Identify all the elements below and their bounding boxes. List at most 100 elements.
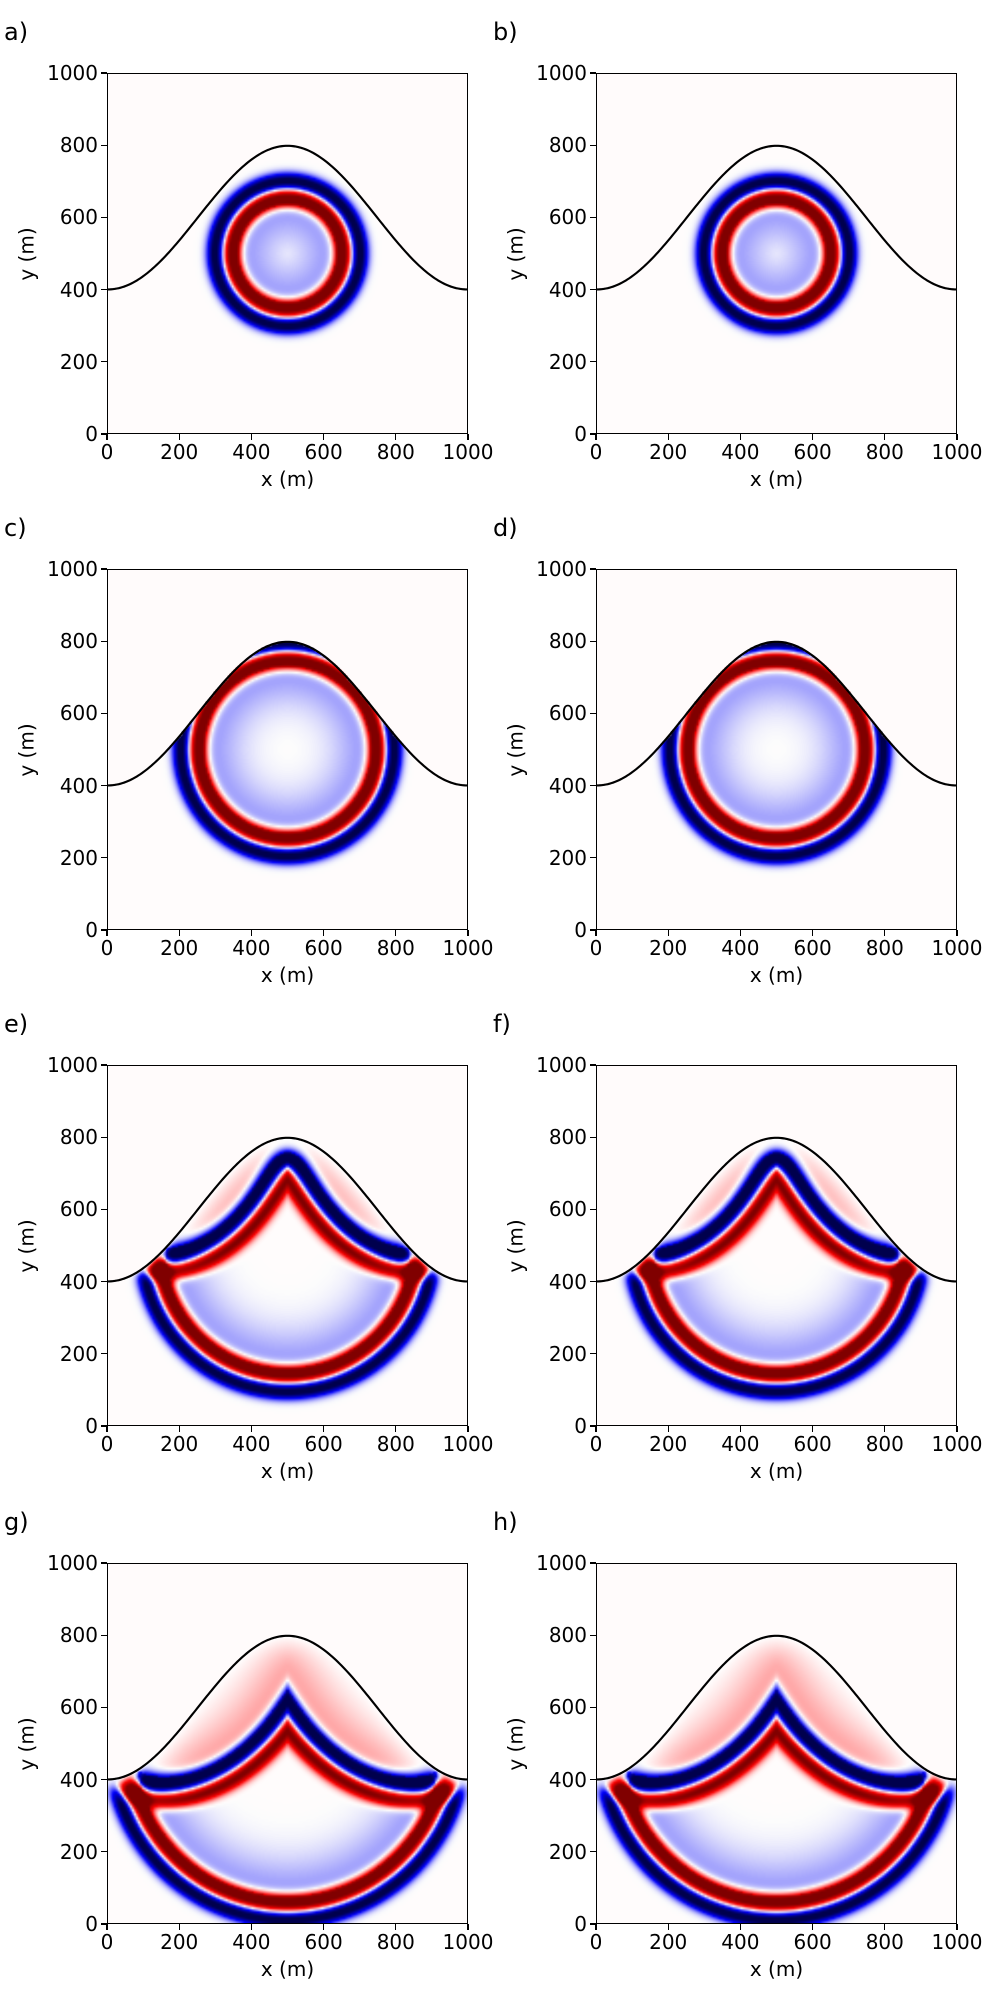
y-tick bbox=[590, 568, 596, 570]
axes bbox=[107, 569, 468, 930]
x-tick bbox=[250, 1924, 253, 1930]
y-tick bbox=[590, 144, 596, 146]
x-tick bbox=[467, 1426, 469, 1432]
y-tick-label: 1000 bbox=[536, 1053, 587, 1077]
x-tick-label: 400 bbox=[232, 936, 271, 960]
topography-overlay bbox=[597, 640, 956, 787]
y-tick bbox=[590, 1923, 596, 1925]
y-tick bbox=[590, 72, 596, 74]
x-tick bbox=[178, 1924, 180, 1930]
topography-line bbox=[108, 1136, 467, 1283]
x-tick-label: 200 bbox=[160, 1930, 199, 1954]
y-tick-label: 1000 bbox=[536, 1551, 587, 1575]
y-tick bbox=[590, 1136, 596, 1138]
x-tick bbox=[322, 1924, 325, 1930]
y-tick-label: 600 bbox=[548, 1197, 587, 1222]
topography-overlay bbox=[597, 1136, 956, 1283]
y-tick bbox=[101, 361, 107, 363]
y-tick-label: 0 bbox=[85, 1912, 98, 1936]
x-tick-label: 0 bbox=[100, 440, 114, 464]
x-axis-label: x (m) bbox=[749, 1957, 804, 1981]
y-tick-label: 1000 bbox=[536, 557, 587, 581]
x-tick bbox=[250, 1426, 253, 1432]
y-tick bbox=[101, 929, 107, 931]
axes bbox=[596, 569, 957, 930]
y-axis-label: y (m) bbox=[14, 226, 39, 281]
y-tick bbox=[590, 1353, 596, 1355]
y-axis-label: y (m) bbox=[14, 722, 39, 777]
y-tick-label: 1000 bbox=[47, 1053, 98, 1077]
x-tick bbox=[739, 1426, 742, 1432]
panel-label: c) bbox=[4, 514, 27, 542]
y-tick bbox=[101, 712, 107, 715]
y-tick-label: 800 bbox=[59, 629, 98, 654]
x-tick-label: 600 bbox=[304, 1432, 343, 1456]
y-tick-label: 200 bbox=[548, 349, 587, 374]
x-tick-label: 800 bbox=[865, 1432, 904, 1456]
y-axis-label: y (m) bbox=[14, 1716, 39, 1771]
x-tick bbox=[667, 930, 669, 936]
y-tick bbox=[101, 1208, 107, 1211]
panel-label: e) bbox=[4, 1010, 29, 1038]
y-axis-label: y (m) bbox=[503, 226, 528, 281]
y-tick-label: 600 bbox=[59, 1695, 98, 1720]
y-tick bbox=[101, 288, 107, 291]
x-tick-label: 1000 bbox=[442, 936, 494, 960]
x-tick-label: 200 bbox=[649, 936, 688, 960]
x-tick bbox=[106, 434, 108, 440]
y-tick bbox=[590, 1425, 596, 1427]
x-tick bbox=[811, 434, 814, 440]
topography-line bbox=[108, 640, 467, 787]
y-tick-label: 400 bbox=[548, 1767, 587, 1792]
y-tick-label: 200 bbox=[59, 1839, 98, 1864]
x-tick-label: 200 bbox=[649, 1432, 688, 1456]
topography-line bbox=[597, 144, 956, 291]
x-tick-label: 1000 bbox=[442, 1432, 494, 1456]
y-tick bbox=[590, 288, 596, 291]
y-tick-label: 1000 bbox=[536, 61, 587, 85]
x-tick bbox=[106, 1924, 108, 1930]
x-tick-label: 0 bbox=[589, 440, 603, 464]
topography-overlay bbox=[108, 144, 467, 291]
x-tick-label: 800 bbox=[376, 936, 415, 960]
x-tick-label: 400 bbox=[721, 936, 760, 960]
y-tick-label: 1000 bbox=[47, 61, 98, 85]
y-tick-label: 0 bbox=[85, 1414, 98, 1438]
panel-label: g) bbox=[4, 1508, 29, 1536]
y-tick bbox=[590, 1208, 596, 1211]
x-tick bbox=[884, 434, 886, 440]
y-tick-label: 400 bbox=[59, 773, 98, 798]
y-tick bbox=[590, 640, 596, 642]
x-tick bbox=[667, 1924, 669, 1930]
y-tick-label: 800 bbox=[548, 629, 587, 654]
y-tick-label: 0 bbox=[574, 1414, 587, 1438]
x-tick-label: 0 bbox=[100, 1930, 114, 1954]
y-tick bbox=[590, 1851, 596, 1853]
panel-label: f) bbox=[493, 1010, 511, 1038]
x-tick-label: 1000 bbox=[931, 936, 983, 960]
wavefield-heatmap bbox=[108, 570, 467, 929]
x-tick bbox=[322, 434, 325, 440]
y-tick-label: 600 bbox=[59, 701, 98, 726]
y-tick bbox=[590, 929, 596, 931]
y-tick-label: 200 bbox=[548, 845, 587, 870]
y-tick-label: 800 bbox=[548, 1125, 587, 1150]
x-tick bbox=[667, 1426, 669, 1432]
y-tick bbox=[101, 216, 107, 219]
x-tick-label: 600 bbox=[304, 1930, 343, 1954]
y-tick bbox=[590, 1634, 596, 1636]
y-tick bbox=[590, 1064, 596, 1066]
topography-overlay bbox=[597, 1634, 956, 1781]
topography-line bbox=[108, 144, 467, 291]
x-axis-label: x (m) bbox=[749, 963, 804, 987]
y-tick-label: 200 bbox=[59, 845, 98, 870]
x-tick-label: 0 bbox=[100, 1432, 114, 1456]
x-tick-label: 400 bbox=[232, 440, 271, 464]
y-tick-label: 800 bbox=[59, 1623, 98, 1648]
